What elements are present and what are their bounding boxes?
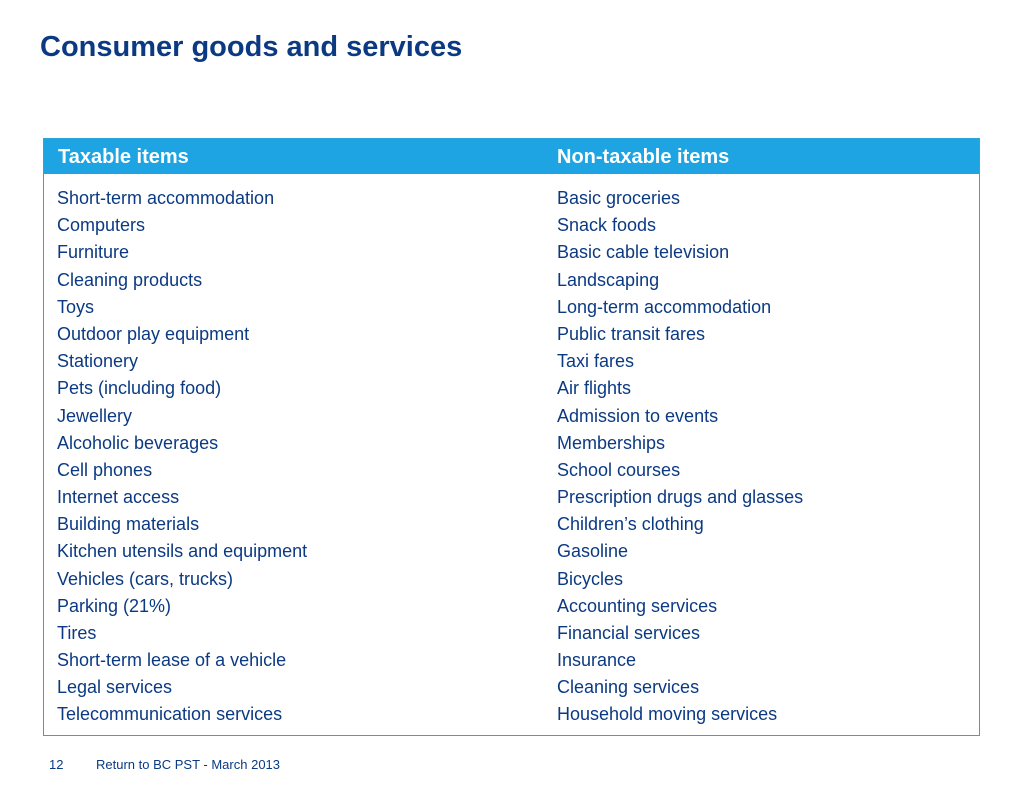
page-title: Consumer goods and services xyxy=(40,31,463,63)
list-item: Cleaning services xyxy=(557,677,700,698)
list-item: Internet access xyxy=(57,487,180,508)
list-item: Furniture xyxy=(57,242,130,263)
list-item: Short-term lease of a vehicle xyxy=(57,650,287,671)
list-item: Kitchen utensils and equipment xyxy=(57,541,308,562)
list-item: Bicycles xyxy=(557,568,624,589)
list-item: Legal services xyxy=(57,677,173,698)
list-item: Stationery xyxy=(57,351,139,372)
list-item: Pets (including food) xyxy=(57,378,222,399)
list-item: Snack foods xyxy=(557,215,657,236)
list-item: Long-term accommodation xyxy=(557,296,772,317)
list-item: Cell phones xyxy=(57,459,153,480)
list-item: Cleaning products xyxy=(57,269,203,290)
list-item: Jewellery xyxy=(57,405,133,426)
list-item: Admission to events xyxy=(557,405,719,426)
page-number: 12 xyxy=(49,757,64,772)
list-item: Computers xyxy=(57,215,146,236)
taxable-items-column: Short-term accommodation Computers Furnitu… xyxy=(57,185,307,728)
list-item: Financial services xyxy=(557,623,701,643)
list-item: Public transit fares xyxy=(557,323,706,344)
items-table: Taxable items Non-taxable items Short-te… xyxy=(43,138,980,736)
list-item: Vehicles (cars, trucks) xyxy=(57,568,234,589)
header-non-taxable-items: Non-taxable items xyxy=(557,146,730,168)
table-header: Taxable items Non-taxable items xyxy=(44,139,979,174)
list-item: Building materials xyxy=(57,514,200,535)
list-item: Children’s clothing xyxy=(557,514,704,535)
list-item: Alcoholic beverages xyxy=(57,432,219,453)
non-taxable-items-column: Basic groceries Snack foods Basic cable te… xyxy=(557,185,803,728)
list-item: Landscaping xyxy=(557,269,660,290)
list-item: Telecommunication services xyxy=(57,703,283,724)
list-item: Toys xyxy=(57,296,95,317)
list-item: Parking (21%) xyxy=(57,595,172,616)
list-item: Basic groceries xyxy=(557,188,681,208)
list-item: Air flights xyxy=(557,378,632,399)
list-item: Household moving services xyxy=(557,703,778,724)
list-item: Taxi fares xyxy=(557,351,635,372)
header-taxable-items: Taxable items xyxy=(58,146,189,168)
list-item: Outdoor play equipment xyxy=(57,323,250,344)
list-item: Memberships xyxy=(557,432,666,453)
list-item: Basic cable television xyxy=(557,242,730,263)
list-item: Tires xyxy=(57,623,97,643)
footer-text: Return to BC PST - March 2013 xyxy=(96,757,281,772)
list-item: Prescription drugs and glasses xyxy=(557,487,804,508)
list-item: Gasoline xyxy=(557,541,629,562)
list-item: Accounting services xyxy=(557,595,718,616)
list-item: School courses xyxy=(557,459,681,480)
list-item: Insurance xyxy=(557,650,637,671)
list-item: Short-term accommodation xyxy=(57,188,275,208)
